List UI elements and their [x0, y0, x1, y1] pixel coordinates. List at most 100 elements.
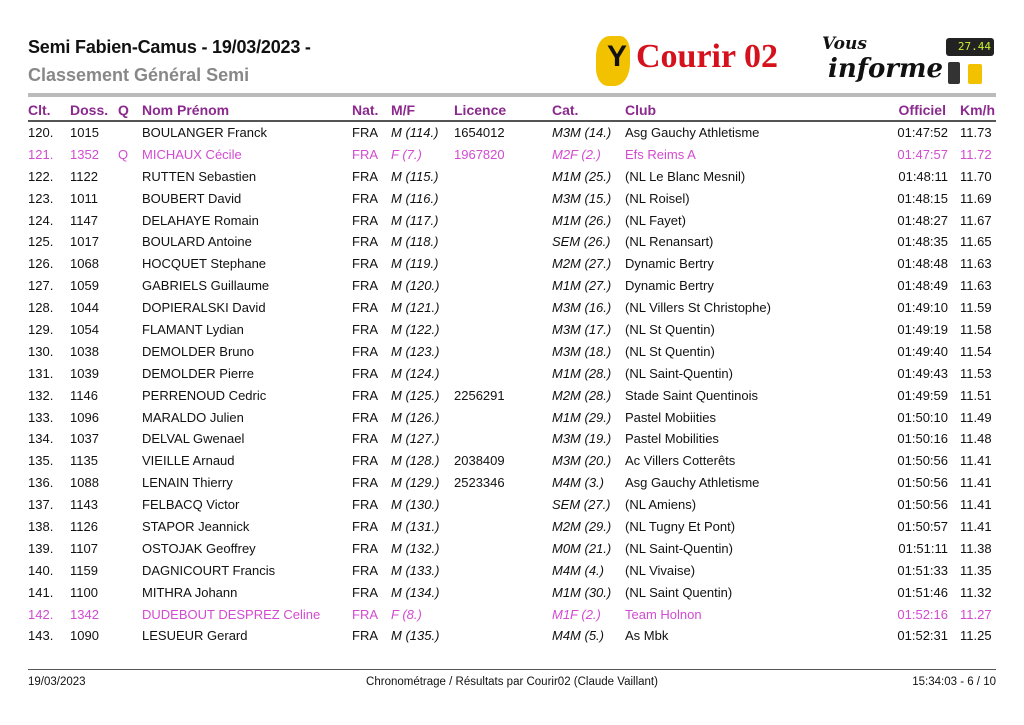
cell-clt: 127. [28, 278, 54, 294]
cell-club: (NL Fayet) [625, 212, 686, 228]
table-row: 120. 1015 BOULANGER Franck FRA M (114.) 16540… [0, 122, 1024, 144]
cell-nat: FRA [352, 300, 378, 316]
cell-nat: FRA [352, 278, 378, 294]
cell-club: Asg Gauchy Athletisme [625, 125, 760, 140]
cell-nat: FRA [352, 584, 378, 600]
cell-nat: FRA [352, 212, 378, 228]
cell-nat: FRA [352, 431, 378, 447]
cell-kmh: 11.54 [960, 343, 992, 359]
cell-mf: M (114.) [391, 125, 439, 140]
cell-cat: M2F (2.) [552, 146, 601, 162]
cell-name: GABRIELS Guillaume [142, 278, 270, 294]
cell-clt: 129. [28, 322, 54, 338]
cell-clt: 121. [28, 146, 54, 162]
cell-mf: F (7.) [391, 146, 422, 162]
cell-cat: M3M (16.) [552, 300, 612, 316]
cell-name: DELVAL Gwenael [142, 431, 245, 447]
col-clt: Clt. [28, 102, 51, 118]
cell-name: MICHAUX Cécile [142, 146, 242, 162]
footer-time-page: 15:34:03 - 6 / 10 [912, 676, 996, 688]
cell-kmh: 11.63 [960, 256, 992, 272]
cell-doss: 1126 [70, 519, 98, 535]
cell-doss: 1015 [70, 125, 99, 140]
table-row: 124. 1147 DELAHAYE Romain FRA M (117.) M1M (2… [0, 210, 1024, 232]
cell-mf: M (124.) [391, 365, 440, 381]
cell-club: Dynamic Bertry [625, 278, 714, 294]
cell-clt: 126. [28, 256, 54, 272]
cell-clt: 133. [28, 409, 54, 425]
col-licence: Licence [454, 102, 507, 118]
cell-clt: 139. [28, 540, 54, 556]
cell-nat: FRA [352, 168, 378, 184]
cell-mf: M (116.) [391, 190, 439, 206]
cell-clt: 137. [28, 497, 54, 513]
cell-officiel: 01:49:59 [897, 387, 948, 403]
cell-name: DOPIERALSKI David [142, 300, 266, 316]
cell-mf: M (131.) [391, 519, 440, 535]
cell-mf: M (122.) [391, 322, 440, 338]
table-row: 137. 1143 FELBACQ Victor FRA M (130.) SEM (27… [0, 494, 1024, 516]
cell-doss: 1096 [70, 409, 99, 425]
cell-club: Asg Gauchy Athletisme [625, 475, 760, 491]
cell-mf: M (128.) [391, 453, 440, 469]
cell-licence: 2038409 [454, 453, 505, 469]
cell-mf: M (133.) [391, 562, 440, 578]
cell-club: (NL Roisel) [625, 190, 690, 206]
cell-nat: FRA [352, 343, 378, 359]
cell-kmh: 11.65 [960, 234, 992, 250]
cell-name: BOULANGER Franck [142, 125, 267, 140]
col-nat: Nat. [352, 102, 379, 118]
cell-nat: FRA [352, 453, 378, 469]
table-row: 122. 1122 RUTTEN Sebastien FRA M (115.) M1M (… [0, 166, 1024, 188]
table-row: 123. 1011 BOUBERT David FRA M (116.) M3M (15.… [0, 188, 1024, 210]
cell-mf: M (117.) [391, 212, 439, 228]
table-row: 142. 1342 DUDEBOUT DESPREZ Celine FRA F (8.)… [0, 604, 1024, 626]
cell-officiel: 01:50:56 [897, 475, 948, 491]
cell-cat: M3M (18.) [552, 343, 612, 359]
cell-doss: 1038 [70, 343, 99, 359]
col-name: Nom Prénom [142, 102, 230, 118]
table-row: 140. 1159 DAGNICOURT Francis FRA M (133.) M4M… [0, 560, 1024, 582]
cell-kmh: 11.72 [960, 146, 992, 162]
cell-nat: FRA [352, 190, 378, 206]
cell-officiel: 01:51:33 [897, 562, 948, 578]
cell-kmh: 11.41 [960, 475, 992, 491]
cell-name: HOCQUET Stephane [142, 256, 267, 272]
table-row: 136. 1088 LENAIN Thierry FRA M (129.) 2523346… [0, 472, 1024, 494]
cell-club: (NL Villers St Christophe) [625, 300, 771, 316]
cell-clt: 128. [28, 300, 54, 316]
results-table: 120. 1015 BOULANGER Franck FRA M (114.) 16540… [0, 122, 1024, 647]
cell-officiel: 01:49:19 [897, 322, 948, 338]
cell-mf: M (132.) [391, 540, 440, 556]
cell-officiel: 01:48:49 [897, 278, 948, 294]
cell-kmh: 11.41 [960, 519, 992, 535]
cell-kmh: 11.67 [960, 212, 992, 228]
cell-kmh: 11.51 [960, 387, 992, 403]
cell-club: Stade Saint Quentinois [625, 387, 758, 403]
cell-mf: M (118.) [391, 234, 439, 250]
cell-doss: 1017 [70, 234, 99, 250]
table-row: 141. 1100 MITHRA Johann FRA M (134.) M1M (30.… [0, 582, 1024, 604]
cell-doss: 1059 [70, 278, 99, 294]
cell-nat: FRA [352, 475, 378, 491]
cell-doss: 1011 [70, 190, 98, 206]
cell-club: (NL Renansart) [625, 234, 714, 250]
cell-doss: 1342 [70, 606, 99, 622]
cell-licence: 2256291 [454, 387, 505, 403]
cell-clt: 122. [28, 168, 54, 184]
cell-kmh: 11.69 [960, 190, 992, 206]
cell-officiel: 01:51:46 [897, 584, 948, 600]
cell-mf: M (135.) [391, 628, 440, 644]
cell-kmh: 11.38 [960, 540, 992, 556]
cell-officiel: 01:48:27 [897, 212, 948, 228]
cell-kmh: 11.41 [960, 497, 992, 513]
cell-kmh: 11.53 [960, 365, 992, 381]
cell-club: (NL Amiens) [625, 497, 697, 513]
cell-mf: F (8.) [391, 606, 422, 622]
page-title: Semi Fabien-Camus - 19/03/2023 - [28, 37, 311, 57]
cell-nat: FRA [352, 497, 378, 513]
col-kmh: Km/h [960, 102, 995, 118]
cell-name: VIEILLE Arnaud [142, 453, 235, 469]
col-doss: Doss. [70, 102, 109, 118]
cell-officiel: 01:50:57 [897, 519, 948, 535]
